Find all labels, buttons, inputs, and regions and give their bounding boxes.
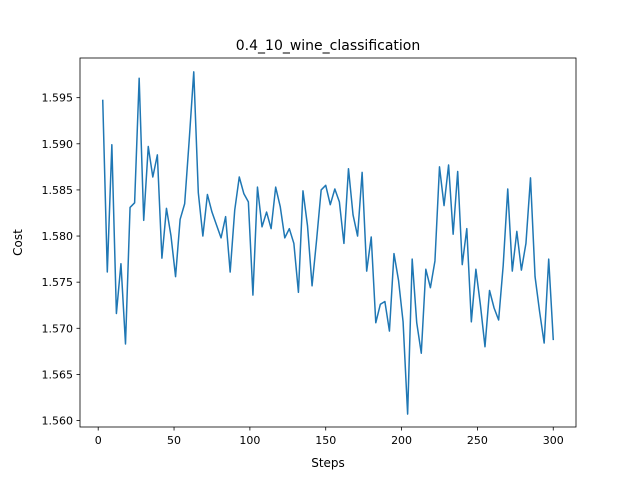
- y-tick-label: 1.565: [42, 368, 74, 381]
- x-tick-label: 100: [239, 434, 260, 447]
- series-line-0: [101, 71, 555, 415]
- y-tick-label: 1.575: [42, 276, 74, 289]
- y-tick-label: 1.590: [42, 138, 74, 151]
- x-axis-label: Steps: [311, 456, 345, 470]
- chart-title: 0.4_10_wine_classification: [236, 38, 420, 54]
- y-tick-label: 1.570: [42, 322, 74, 335]
- y-axis-ticks: 1.560 1.565 1.570 1.575 1.580 1.585 1.590 1.595: [42, 92, 80, 428]
- x-tick-label: 150: [315, 434, 336, 447]
- y-tick-label: 1.580: [42, 230, 74, 243]
- x-axis-ticks: 0 50 100 150 200 250 300: [95, 427, 564, 447]
- y-axis-label: Cost: [11, 229, 25, 256]
- axes-frame: [79, 57, 577, 428]
- y-tick-label: 1.585: [42, 184, 74, 197]
- x-tick-label: 50: [167, 434, 181, 447]
- y-tick-label: 1.560: [42, 415, 74, 428]
- x-tick-label: 0: [95, 434, 102, 447]
- y-tick-label: 1.595: [42, 92, 74, 105]
- x-tick-label: 300: [543, 434, 564, 447]
- plot-area: [101, 71, 555, 415]
- x-tick-label: 200: [391, 434, 412, 447]
- x-tick-label: 250: [467, 434, 488, 447]
